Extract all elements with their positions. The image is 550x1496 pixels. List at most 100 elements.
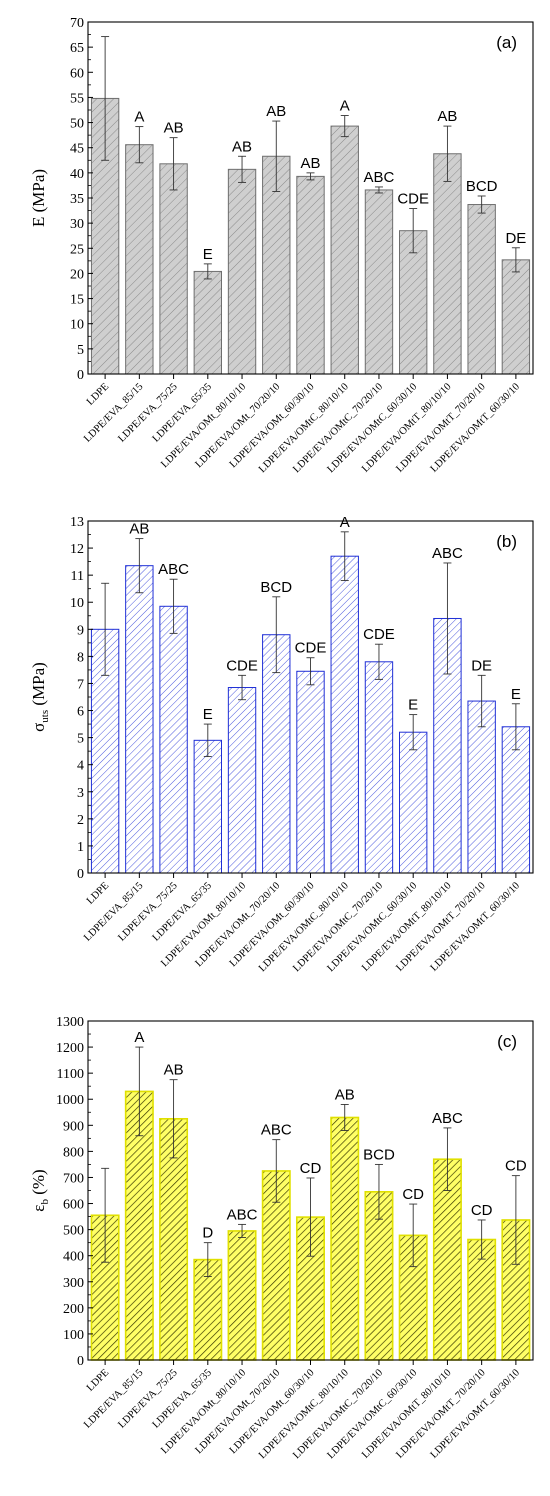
bar-a-5 bbox=[262, 155, 291, 375]
error-bar-c-10 bbox=[443, 1127, 452, 1191]
category-label-b-1: LDPE/EVA_85/15 bbox=[82, 880, 145, 943]
bar-a-2 bbox=[159, 163, 188, 375]
ytick-label-b-8: 8 bbox=[77, 650, 84, 665]
error-bar-a-2 bbox=[169, 137, 178, 191]
error-bar-b-5 bbox=[272, 596, 281, 674]
category-label-b-0: LDPE bbox=[85, 880, 111, 906]
significance-label-c-12: CD bbox=[505, 1158, 527, 1175]
category-label-a-3: LDPE/EVA_65/35 bbox=[151, 381, 214, 444]
ytick-label-b-5: 5 bbox=[77, 732, 84, 747]
ytick-label-b-2: 2 bbox=[77, 813, 84, 828]
error-bar-b-6 bbox=[306, 657, 315, 686]
significance-label-b-7: A bbox=[340, 514, 350, 531]
bar-c-4 bbox=[227, 1230, 257, 1361]
significance-label-c-3: D bbox=[202, 1225, 213, 1242]
ytick-label-c-11: 1100 bbox=[57, 1067, 84, 1082]
panel-b: ABABCECDEBCDCDEACDEEABCDEE01234567891011… bbox=[29, 514, 534, 974]
error-bar-a-5 bbox=[272, 120, 281, 192]
error-bar-a-7 bbox=[340, 115, 349, 138]
error-bar-a-3 bbox=[203, 263, 212, 280]
panel-label-b: (b) bbox=[496, 532, 517, 551]
bar-b-8 bbox=[364, 661, 394, 874]
error-bar-b-8 bbox=[374, 643, 383, 680]
error-bar-a-10 bbox=[443, 125, 452, 182]
ytick-label-c-7: 700 bbox=[63, 1171, 84, 1186]
significance-label-a-5: AB bbox=[266, 103, 286, 120]
bar-b-4 bbox=[227, 687, 257, 874]
bar-b-9 bbox=[399, 731, 428, 874]
ytick-label-b-3: 3 bbox=[77, 786, 84, 801]
y-axis-label-c: εb (%) bbox=[29, 1169, 51, 1211]
category-label-a-1: LDPE/EVA_85/15 bbox=[82, 381, 145, 444]
significance-label-b-12: E bbox=[511, 686, 521, 703]
ytick-label-b-6: 6 bbox=[77, 705, 84, 720]
bar-b-3 bbox=[193, 739, 222, 874]
error-bar-a-0 bbox=[101, 36, 110, 161]
error-bar-b-4 bbox=[238, 674, 247, 701]
ytick-label-b-11: 11 bbox=[71, 569, 84, 584]
ytick-label-a-12: 60 bbox=[70, 66, 84, 81]
category-label-c-0: LDPE bbox=[85, 1367, 111, 1393]
significance-label-c-1: A bbox=[134, 1029, 144, 1046]
error-bar-b-2 bbox=[169, 578, 178, 634]
category-label-a-0: LDPE bbox=[85, 381, 111, 407]
error-bar-b-10 bbox=[443, 562, 452, 675]
bar-c-7 bbox=[330, 1116, 360, 1361]
significance-label-a-4: AB bbox=[232, 138, 252, 155]
category-label-c-3: LDPE/EVA_65/35 bbox=[151, 1367, 214, 1430]
bar-b-11 bbox=[467, 700, 496, 874]
significance-label-b-10: ABC bbox=[432, 545, 463, 562]
ytick-label-c-6: 600 bbox=[63, 1198, 84, 1213]
significance-label-b-4: CDE bbox=[226, 657, 258, 674]
ytick-label-a-2: 10 bbox=[70, 318, 84, 333]
error-bar-c-6 bbox=[306, 1177, 315, 1257]
ytick-label-b-0: 0 bbox=[77, 867, 84, 882]
bar-a-1 bbox=[125, 144, 154, 375]
ytick-label-a-0: 0 bbox=[77, 368, 84, 383]
significance-label-c-9: CD bbox=[402, 1186, 424, 1203]
error-bar-b-0 bbox=[101, 582, 110, 676]
ytick-label-a-8: 40 bbox=[70, 167, 84, 182]
ytick-label-c-0: 0 bbox=[77, 1354, 84, 1369]
bar-b-7 bbox=[330, 555, 359, 874]
error-bar-c-11 bbox=[477, 1219, 486, 1260]
error-bar-c-1 bbox=[135, 1046, 144, 1137]
ytick-label-b-13: 13 bbox=[70, 515, 84, 530]
error-bar-b-7 bbox=[340, 531, 349, 582]
panel-label-c: (c) bbox=[497, 1032, 517, 1051]
ytick-label-a-1: 5 bbox=[77, 343, 84, 358]
error-bar-a-11 bbox=[477, 195, 486, 214]
bar-c-11 bbox=[467, 1238, 497, 1361]
panel-c: A AB D ABC ABC CD AB BCD CD ABC CD CD 0 100 200 300 400 5… bbox=[29, 1015, 534, 1461]
category-label-c-2: LDPE/EVA_75/25 bbox=[116, 1367, 179, 1430]
significance-label-a-3: E bbox=[203, 246, 213, 263]
error-bar-c-5 bbox=[272, 1139, 281, 1203]
ytick-label-a-6: 30 bbox=[70, 217, 84, 232]
category-label-c-1: LDPE/EVA_85/15 bbox=[82, 1367, 145, 1430]
ytick-label-a-11: 55 bbox=[70, 91, 84, 106]
bar-b-1 bbox=[125, 565, 154, 874]
error-bar-a-12 bbox=[511, 247, 520, 273]
ytick-label-a-9: 45 bbox=[70, 142, 84, 157]
ytick-label-c-12: 1200 bbox=[56, 1041, 84, 1056]
category-label-b-2: LDPE/EVA_75/25 bbox=[116, 880, 179, 943]
significance-label-b-5: BCD bbox=[260, 579, 292, 596]
bar-a-10 bbox=[433, 153, 462, 375]
error-bar-a-1 bbox=[135, 126, 144, 164]
error-bar-c-9 bbox=[409, 1203, 418, 1268]
significance-label-a-10: AB bbox=[437, 108, 457, 125]
error-bar-a-9 bbox=[409, 208, 418, 254]
y-axis-label-a: E (MPa) bbox=[29, 169, 48, 227]
significance-label-b-2: ABC bbox=[158, 561, 189, 578]
ytick-label-a-10: 50 bbox=[70, 117, 84, 132]
ytick-label-c-10: 1000 bbox=[56, 1093, 84, 1108]
ytick-label-b-7: 7 bbox=[77, 677, 84, 692]
bar-a-8 bbox=[364, 189, 394, 375]
significance-label-a-2: AB bbox=[164, 120, 184, 137]
error-bar-c-7 bbox=[340, 1103, 349, 1131]
error-bar-c-3 bbox=[203, 1242, 212, 1278]
error-bar-b-3 bbox=[203, 723, 212, 758]
bar-a-7 bbox=[330, 125, 359, 375]
